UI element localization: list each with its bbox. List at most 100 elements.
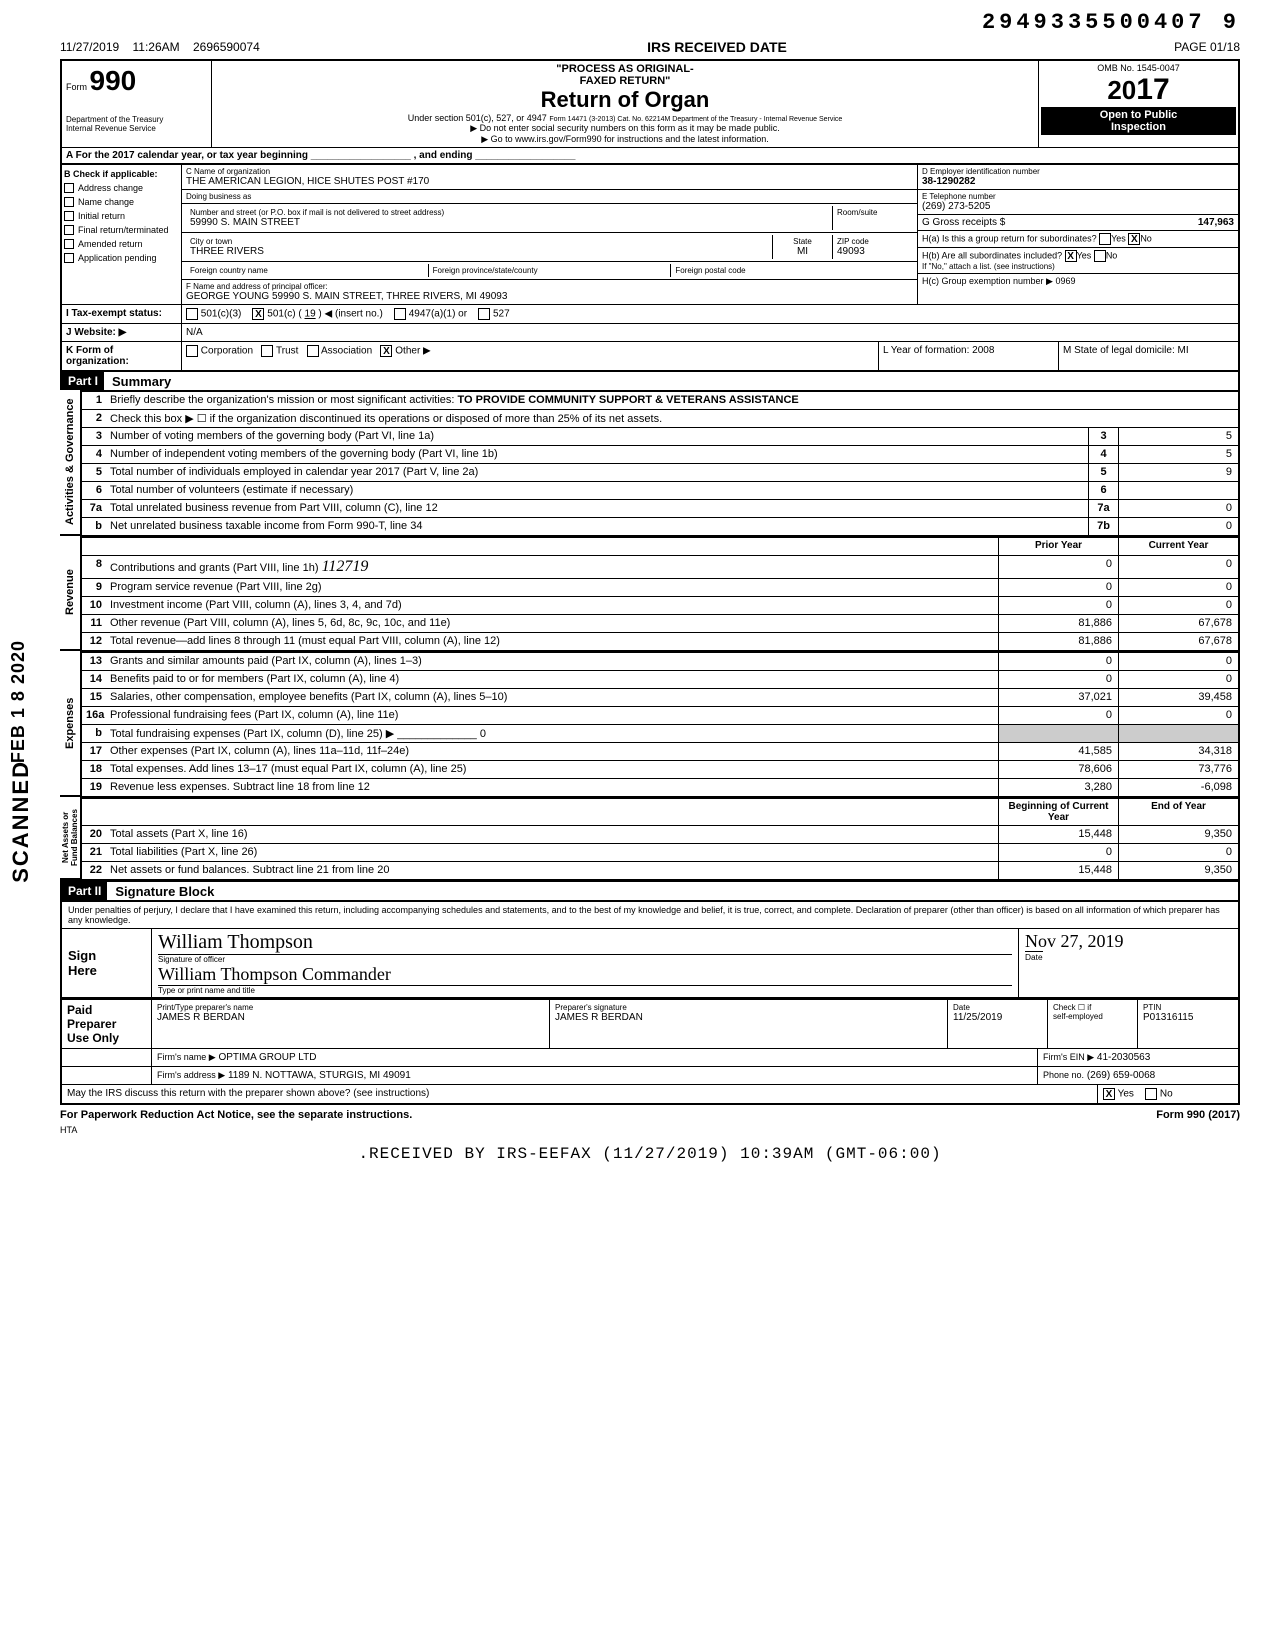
net-num: 21 <box>82 844 106 861</box>
rev-curr: 0 <box>1118 597 1238 614</box>
i-501c3-box[interactable] <box>186 308 198 320</box>
gov-num: 7a <box>82 500 106 517</box>
rev-curr: 0 <box>1118 579 1238 596</box>
line1-num: 1 <box>82 392 106 409</box>
ha-yes-label: Yes <box>1111 233 1126 243</box>
rev-num: 8 <box>82 556 106 578</box>
hc-value: 0969 <box>1056 276 1076 286</box>
ein-value: 38-1290282 <box>922 176 975 187</box>
exp-line-15: 15Salaries, other compensation, employee… <box>82 689 1238 707</box>
prep-selfemp[interactable]: Check ☐ if self-employed <box>1048 1000 1138 1048</box>
exp-line-b: bTotal fundraising expenses (Part IX, co… <box>82 725 1238 743</box>
cat-line: Form 14471 (3-2013) Cat. No. 62214M Depa… <box>549 116 842 123</box>
firm-ein: 41-2030563 <box>1097 1052 1150 1063</box>
exp-prior: 3,280 <box>998 779 1118 796</box>
net-prior: 15,448 <box>998 826 1118 843</box>
net-desc: Net assets or fund balances. Subtract li… <box>106 862 998 879</box>
gov-box: 4 <box>1088 446 1118 463</box>
note1: ▶ Do not enter social security numbers o… <box>218 123 1032 134</box>
net-curr: 0 <box>1118 844 1238 861</box>
discuss-no-label: No <box>1160 1089 1173 1100</box>
exp-prior: 78,606 <box>998 761 1118 778</box>
governance-group: Activities & Governance 1 Briefly descri… <box>60 390 1240 536</box>
exp-prior: 41,585 <box>998 743 1118 760</box>
paperwork-notice: For Paperwork Reduction Act Notice, see … <box>60 1109 412 1121</box>
section-k-label: K Form of organization: <box>62 342 182 370</box>
exp-num: 13 <box>82 653 106 670</box>
k-trust-box[interactable] <box>261 345 273 357</box>
ha-no-box[interactable]: X <box>1128 233 1140 245</box>
chk-address[interactable]: Address change <box>64 181 179 195</box>
typed-name-label: Type or print name and title <box>158 985 1012 995</box>
chk-pending[interactable]: Application pending <box>64 251 179 265</box>
prep-print-label: Print/Type preparer's name <box>157 1003 544 1012</box>
rev-prior: 0 <box>998 556 1118 578</box>
discuss-yes-box[interactable]: X <box>1103 1088 1115 1100</box>
net-desc: Total liabilities (Part X, line 26) <box>106 844 998 861</box>
discuss-no-box[interactable] <box>1145 1088 1157 1100</box>
exp-line-19: 19Revenue less expenses. Subtract line 1… <box>82 779 1238 797</box>
exp-curr: 0 <box>1118 707 1238 724</box>
hb-yes-box[interactable]: X <box>1065 250 1077 262</box>
section-klm-row: K Form of organization: Corporation Trus… <box>60 341 1240 370</box>
chk-final[interactable]: Final return/terminated <box>64 223 179 237</box>
exp-line-14: 14Benefits paid to or for members (Part … <box>82 671 1238 689</box>
line1-value: TO PROVIDE COMMUNITY SUPPORT & VETERANS … <box>458 394 799 406</box>
i-4947-label: 4947(a)(1) or <box>409 309 467 320</box>
chk-initial[interactable]: Initial return <box>64 209 179 223</box>
i-4947-box[interactable] <box>394 308 406 320</box>
form-title: Return of Organ <box>218 87 1032 113</box>
officer-signature: William Thompson <box>158 931 1012 954</box>
gov-box: 5 <box>1088 464 1118 481</box>
chk-amended[interactable]: Amended return <box>64 237 179 251</box>
col-end-head: End of Year <box>1118 799 1238 825</box>
ha-yes-box[interactable] <box>1099 233 1111 245</box>
irs-received-stamp: IRS RECEIVED DATE <box>647 39 787 55</box>
rev-line-10: 10Investment income (Part VIII, column (… <box>82 597 1238 615</box>
line1-label: Briefly describe the organization's miss… <box>110 394 454 406</box>
i-527-box[interactable] <box>478 308 490 320</box>
hb-no-box[interactable] <box>1094 250 1106 262</box>
dept-label: Department of the Treasury Internal Reve… <box>66 115 207 133</box>
sig-date-value: Nov 27, 2019 <box>1025 931 1232 952</box>
prep-date-label: Date <box>953 1003 1042 1012</box>
gov-desc: Total unrelated business revenue from Pa… <box>106 500 1088 517</box>
chk-name[interactable]: Name change <box>64 195 179 209</box>
rev-desc: Contributions and grants (Part VIII, lin… <box>106 556 998 578</box>
gov-num: 4 <box>82 446 106 463</box>
rev-curr: 67,678 <box>1118 633 1238 650</box>
city-value: THREE RIVERS <box>190 246 264 257</box>
gov-val: 5 <box>1118 446 1238 463</box>
ptin-label: PTIN <box>1143 1003 1233 1012</box>
section-b-heading: B Check if applicable: <box>64 167 179 181</box>
rev-desc: Other revenue (Part VIII, column (A), li… <box>106 615 998 632</box>
exp-desc: Revenue less expenses. Subtract line 18 … <box>106 779 998 796</box>
k-other-box[interactable]: X <box>380 345 392 357</box>
prep-sig-name: JAMES R BERDAN <box>555 1012 643 1023</box>
room-label: Room/suite <box>837 208 909 217</box>
form-number: 990 <box>90 65 137 96</box>
gov-num: 5 <box>82 464 106 481</box>
year-bold: 17 <box>1136 73 1169 106</box>
exp-curr <box>1118 725 1238 742</box>
k-assoc-label: Association <box>321 346 372 357</box>
k-corp-box[interactable] <box>186 345 198 357</box>
i-501c-box[interactable]: X <box>252 308 264 320</box>
i-527-label: 527 <box>493 309 510 320</box>
state-label: State <box>777 237 828 246</box>
section-k-value: Corporation Trust Association X Other ▶ <box>182 342 878 370</box>
k-assoc-box[interactable] <box>307 345 319 357</box>
foreign-prov-label: Foreign province/state/county <box>433 266 667 275</box>
fax-meta-row: 11/27/2019 11:26AM 2696590074 IRS RECEIV… <box>60 39 1240 55</box>
exp-desc: Salaries, other compensation, employee b… <box>106 689 998 706</box>
net-line-21: 21Total liabilities (Part X, line 26)00 <box>82 844 1238 862</box>
penalty-statement: Under penalties of perjury, I declare th… <box>62 902 1238 929</box>
exp-desc: Total fundraising expenses (Part IX, col… <box>106 725 998 742</box>
sig-date-label: Date <box>1025 951 1043 962</box>
gov-val: 0 <box>1118 518 1238 535</box>
preparer-label: Paid Preparer Use Only <box>62 1000 152 1048</box>
exp-curr: 0 <box>1118 671 1238 688</box>
section-m-value: MI <box>1178 345 1189 356</box>
state-value: MI <box>797 246 808 257</box>
sig-date-cell: Nov 27, 2019 Date <box>1018 929 1238 997</box>
